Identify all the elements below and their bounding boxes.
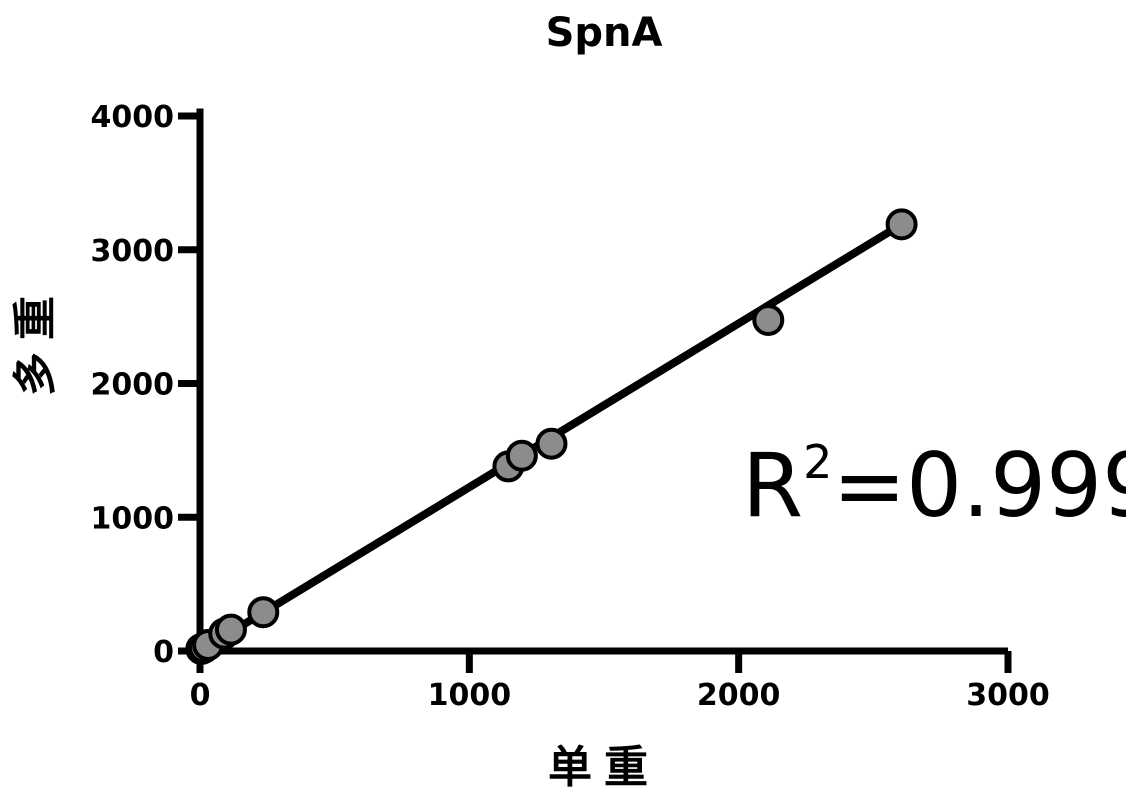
- y-tick-label: 0: [153, 635, 174, 670]
- data-point: [754, 306, 782, 334]
- x-tick-label: 3000: [966, 678, 1050, 713]
- y-tick-label: 1000: [91, 501, 175, 536]
- chart-title: SpnA: [546, 10, 663, 56]
- data-point: [888, 210, 916, 238]
- y-tick-label: 3000: [91, 234, 175, 269]
- r-squared-superscript: 2: [803, 435, 832, 489]
- x-tick-label: 1000: [428, 678, 512, 713]
- data-point: [217, 616, 245, 644]
- y-tick-label: 2000: [91, 368, 175, 403]
- r-squared-prefix: R: [742, 434, 803, 537]
- y-axis-label: 多重: [10, 284, 61, 396]
- data-point: [249, 598, 277, 626]
- data-point: [537, 430, 565, 458]
- r-squared-annotation: R2=0.999: [742, 434, 1126, 537]
- data-point: [508, 442, 536, 470]
- r-squared-value: =0.999: [832, 434, 1126, 537]
- x-tick-label: 2000: [697, 678, 781, 713]
- x-axis-label: 单重: [548, 742, 660, 793]
- x-tick-label: 0: [190, 678, 211, 713]
- y-tick-label: 4000: [91, 100, 175, 135]
